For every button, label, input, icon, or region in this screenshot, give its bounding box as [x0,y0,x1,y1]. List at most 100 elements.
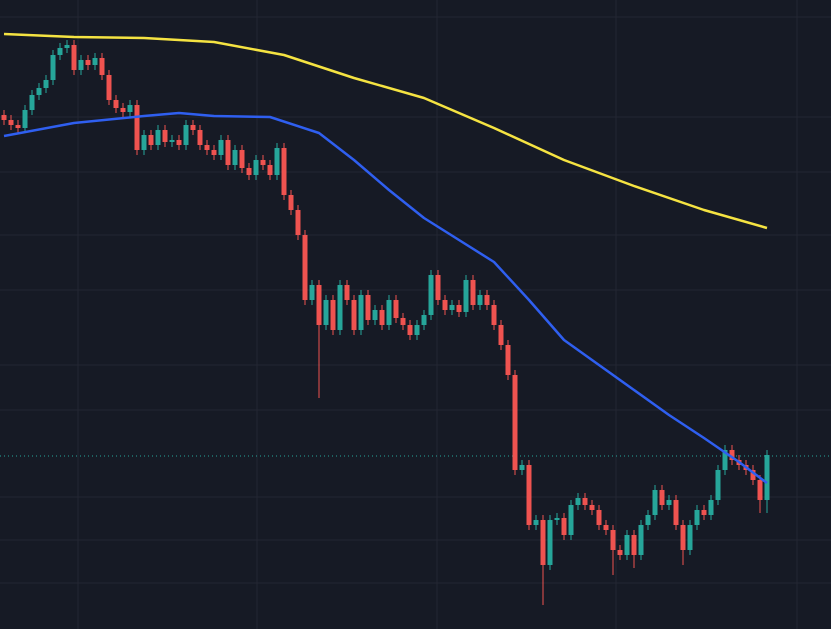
candle-body [92,58,98,65]
candle-body [519,465,525,470]
candle-body [547,520,553,565]
candle-body [673,500,679,525]
candle-body [603,525,609,530]
candle-body [246,168,252,175]
candle-body [561,518,567,535]
candle-body [22,110,28,128]
candle-body [120,108,126,112]
candle-body [680,525,686,550]
candle-body [512,375,518,470]
candle-body [645,515,651,525]
candle-body [78,60,84,70]
candle-body [204,145,210,150]
candle-body [302,235,308,300]
candle-body [386,300,392,325]
candle-body [365,295,371,320]
candle-body [764,455,770,500]
candle-body [582,498,588,505]
candle-body [232,150,238,165]
candle-body [351,300,357,330]
candle-body [358,295,364,330]
candle-body [253,160,259,175]
candle-body [568,505,574,535]
candle-body [652,490,658,515]
candle-body [442,300,448,310]
candle-body [750,470,756,480]
candle-body [470,280,476,305]
candle-body [456,305,462,312]
candle-body [624,535,630,555]
candle-body [659,490,665,505]
candle-body [435,275,441,300]
candle-body [498,325,504,345]
candle-body [134,105,140,150]
candle-body [8,120,14,125]
candle-body [330,300,336,330]
candle-body [29,95,35,110]
candle-body [463,280,469,312]
candle-body [407,325,413,335]
candle-body [43,80,49,88]
candle-body [666,500,672,505]
candle-body [526,465,532,525]
candle-body [715,470,721,500]
candle-body [484,295,490,305]
candle-body [554,518,560,520]
candle-body [708,500,714,515]
candle-body [295,210,301,235]
candle-body [575,498,581,505]
candle-body [183,125,189,145]
candle-body [505,345,511,375]
candle-body [414,325,420,335]
candle-body [50,55,56,80]
candle-body [267,165,273,175]
candle-body [274,148,280,175]
candle-body [148,135,154,145]
candle-body [757,480,763,500]
candle-body [393,300,399,318]
candle-body [190,125,196,130]
candle-body [589,505,595,510]
candle-body [155,130,161,145]
candle-body [701,510,707,515]
candle-body [127,105,133,112]
candle-body [610,530,616,550]
candle-body [113,100,119,108]
candle-body [540,520,546,565]
moving-average-line [3,111,768,484]
candle-body [477,295,483,305]
candle-body [141,135,147,150]
candle-body [421,315,427,325]
candle-body [36,88,42,95]
candle-body [379,310,385,325]
candle-body [169,140,175,142]
candle-body [631,535,637,555]
candle-body [71,45,77,70]
candle-body [309,285,315,300]
candle-body [288,195,294,210]
candle-body [449,305,455,310]
candle-body [533,520,539,525]
candle-body [372,310,378,320]
candle-body [64,45,70,48]
candle-body [638,525,644,555]
candle-body [162,130,168,142]
candle-body [225,140,231,165]
candle-body [428,275,434,315]
candle-body [211,150,217,155]
candle-body [197,130,203,145]
candle-body [106,75,112,100]
candle-body [344,285,350,300]
candle-body [323,300,329,325]
candle-body [694,510,700,525]
candle-body [57,48,63,55]
candle-body [15,125,21,128]
candle-body [722,450,728,470]
candle-body [337,285,343,330]
candle-body [596,510,602,525]
candle-body [85,60,91,65]
candle-body [218,140,224,155]
moving-average-line [3,32,768,230]
